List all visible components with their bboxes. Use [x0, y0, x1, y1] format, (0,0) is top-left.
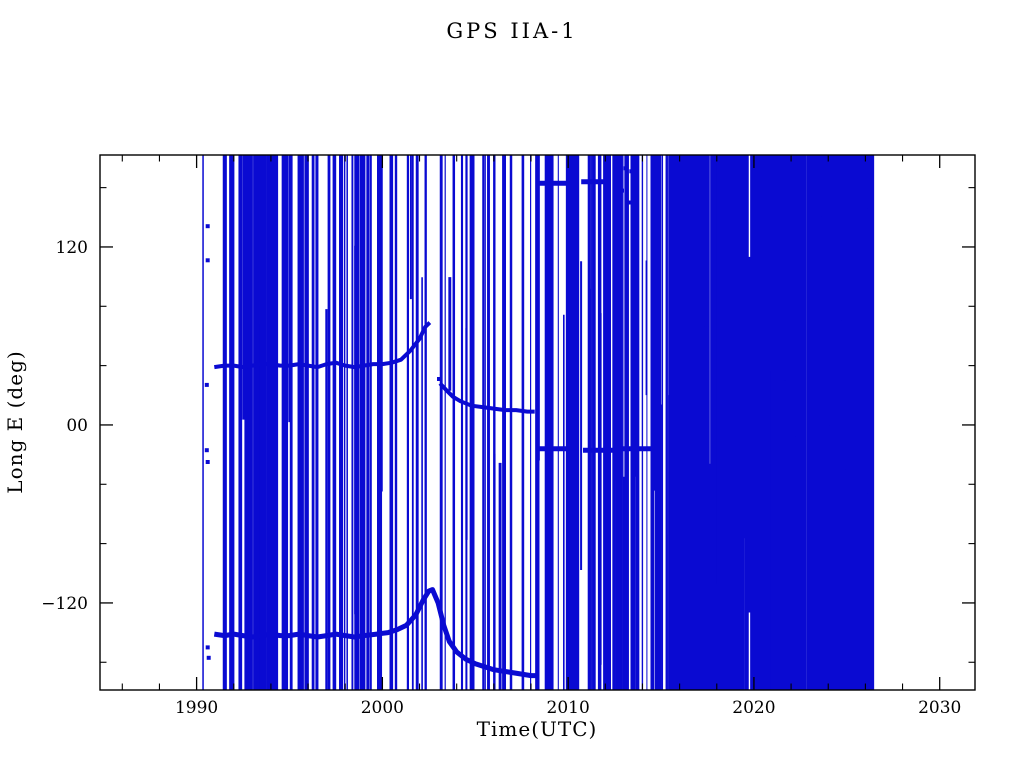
x-tick-label: 2020 [732, 698, 775, 718]
data-point [620, 188, 624, 193]
data-point [623, 166, 628, 171]
data-point [629, 169, 634, 174]
plot-frame [99, 154, 976, 691]
data-point [205, 224, 210, 229]
data-point [206, 655, 211, 660]
axes: 1990 2000 2010 2020 2030 120 00 −120 [41, 154, 976, 718]
y-tick-label: −120 [41, 594, 88, 614]
bottom-track [213, 587, 537, 679]
data-point [205, 645, 210, 650]
data-point [627, 200, 632, 205]
data-point [204, 448, 209, 453]
data-point [616, 167, 621, 172]
chart-title: GPS IIA-1 [446, 19, 577, 43]
longitude-track-2003-2008 [438, 382, 535, 414]
x-tick-label: 1990 [175, 698, 218, 718]
data-point [204, 382, 209, 387]
y-axis-label: Long E (deg) [3, 350, 27, 493]
x-tick-label: 2000 [361, 698, 404, 718]
data-point [205, 258, 210, 263]
plot-data [202, 155, 875, 690]
x-axis-label: Time(UTC) [477, 717, 598, 741]
data-point [205, 460, 210, 464]
x-tick-label: 2030 [918, 698, 961, 718]
longitude-track-1991-2002 [214, 321, 432, 370]
y-tick-label: 00 [66, 416, 88, 436]
data-point [437, 377, 441, 381]
y-tick-label: 120 [56, 238, 88, 258]
x-tick-label: 2010 [547, 698, 590, 718]
